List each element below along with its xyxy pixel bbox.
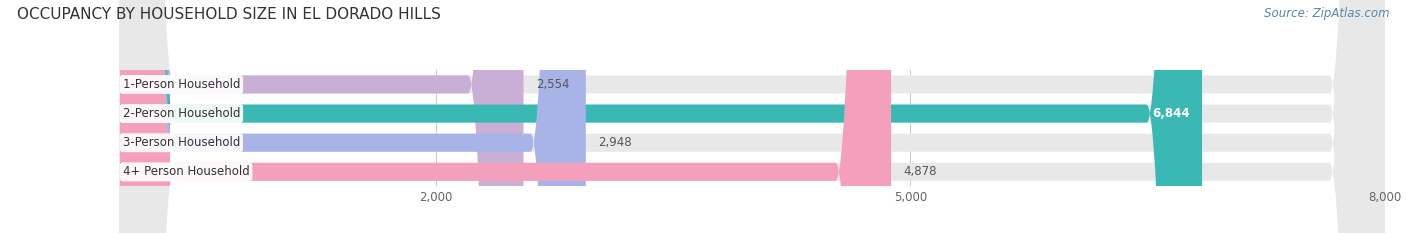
FancyBboxPatch shape bbox=[120, 0, 1385, 233]
Text: 2,948: 2,948 bbox=[599, 136, 633, 149]
Text: 4+ Person Household: 4+ Person Household bbox=[122, 165, 249, 178]
Text: 2-Person Household: 2-Person Household bbox=[122, 107, 240, 120]
FancyBboxPatch shape bbox=[120, 0, 586, 233]
Text: 6,844: 6,844 bbox=[1152, 107, 1189, 120]
Text: Source: ZipAtlas.com: Source: ZipAtlas.com bbox=[1264, 7, 1389, 20]
FancyBboxPatch shape bbox=[120, 0, 891, 233]
Text: 2,554: 2,554 bbox=[536, 78, 569, 91]
Text: 1-Person Household: 1-Person Household bbox=[122, 78, 240, 91]
FancyBboxPatch shape bbox=[120, 0, 523, 233]
Text: OCCUPANCY BY HOUSEHOLD SIZE IN EL DORADO HILLS: OCCUPANCY BY HOUSEHOLD SIZE IN EL DORADO… bbox=[17, 7, 440, 22]
Text: 4,878: 4,878 bbox=[904, 165, 938, 178]
FancyBboxPatch shape bbox=[120, 0, 1385, 233]
FancyBboxPatch shape bbox=[120, 0, 1385, 233]
FancyBboxPatch shape bbox=[120, 0, 1385, 233]
Text: 3-Person Household: 3-Person Household bbox=[122, 136, 240, 149]
FancyBboxPatch shape bbox=[120, 0, 1202, 233]
